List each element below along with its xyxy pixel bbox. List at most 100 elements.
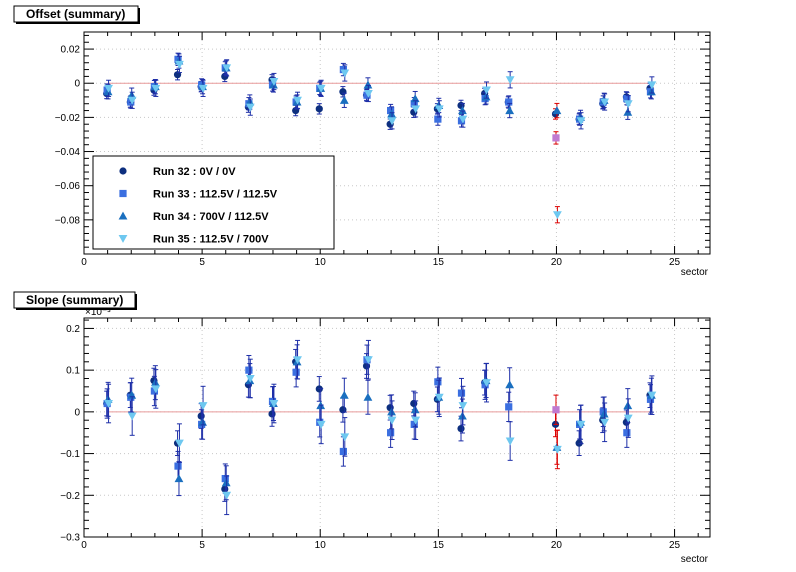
data-point <box>646 395 655 403</box>
legend-entry: Run 35 : 112.5V / 700V <box>153 234 269 246</box>
series-3 <box>103 53 656 126</box>
data-point <box>576 117 586 126</box>
data-point <box>482 86 491 95</box>
data-point <box>222 491 232 500</box>
data-point <box>269 399 279 408</box>
x-tick-label: 25 <box>669 540 681 551</box>
data-point <box>104 399 113 408</box>
data-point <box>482 379 491 388</box>
data-point <box>387 416 397 425</box>
chart-title: Offset (summary) <box>26 7 125 21</box>
legend-entry: Run 32 : 0V / 0V <box>153 166 236 178</box>
data-point <box>600 98 610 107</box>
x-tick-label: 0 <box>81 257 87 268</box>
y-tick-label: −0.2 <box>60 491 80 502</box>
x-tick-label: 25 <box>669 257 681 268</box>
grid <box>84 318 710 537</box>
data-point <box>127 96 137 105</box>
y-tick-label: −0.08 <box>55 215 81 226</box>
ticks <box>83 318 710 538</box>
data-point <box>457 424 465 433</box>
data-point <box>175 60 184 69</box>
series-2 <box>103 52 655 145</box>
data-point <box>434 105 444 114</box>
data-point <box>315 105 323 113</box>
legend-entry: Run 34 : 700V / 112.5V <box>153 211 269 223</box>
data-point <box>623 95 631 103</box>
data-point <box>623 429 631 437</box>
plot-frame <box>83 31 711 255</box>
series-4 <box>104 339 657 516</box>
title-box <box>13 5 139 23</box>
data-point <box>363 80 373 89</box>
data-point <box>339 88 347 96</box>
data-point <box>387 429 395 437</box>
data-point <box>340 69 350 78</box>
data-point <box>647 81 657 90</box>
data-point <box>364 356 373 365</box>
x-tick-label: 15 <box>433 540 445 551</box>
data-point <box>127 412 137 421</box>
x-tick-label: 15 <box>433 257 445 268</box>
data-point <box>293 96 302 105</box>
y-tick-label: −0.1 <box>60 449 80 460</box>
data-point <box>363 392 373 401</box>
x-axis-label: sector <box>681 554 709 565</box>
slope-panel: 0 5 10 15 20 25 0.2 0.1 0 −0.1 −0.2 −0.3 ×10⁻³ sector… <box>13 291 711 565</box>
series-1 <box>103 69 654 130</box>
data-point <box>457 101 465 110</box>
data-point <box>505 76 515 85</box>
data-point <box>552 211 562 220</box>
data-point <box>316 84 326 93</box>
plot-frame <box>83 317 711 538</box>
data-point <box>623 414 633 423</box>
x-tick-label: 5 <box>199 257 205 268</box>
data-point <box>457 389 466 397</box>
data-point <box>505 380 515 389</box>
legend-marker <box>118 211 128 220</box>
data-point <box>269 78 279 86</box>
data-point <box>600 418 610 427</box>
data-point <box>150 387 158 395</box>
data-point <box>151 385 161 394</box>
series-1 <box>103 348 654 502</box>
y-tick-label: −0.06 <box>55 181 81 192</box>
data-point <box>222 64 232 73</box>
legend-marker <box>119 189 127 198</box>
y-tick-label: 0.2 <box>66 324 80 335</box>
data-point <box>552 406 560 414</box>
data-point <box>458 402 468 410</box>
data-point <box>245 103 255 112</box>
legend-box <box>92 155 335 250</box>
data-point <box>505 437 515 446</box>
data-point <box>576 420 586 429</box>
legend: Run 32 : 0V / 0V Run 33 : 112.5V / 112.5V… <box>92 155 335 250</box>
x-tick-label: 10 <box>315 257 327 268</box>
x-tick-label: 20 <box>551 540 563 551</box>
data-point <box>387 117 397 126</box>
legend-marker <box>119 167 127 175</box>
data-point <box>387 106 395 115</box>
series-3 <box>103 344 656 501</box>
data-point <box>552 134 560 142</box>
data-point <box>647 391 657 400</box>
x-tick-label: 10 <box>315 540 327 551</box>
x-tick-label: 0 <box>81 540 87 551</box>
data-point <box>411 105 421 114</box>
data-point <box>221 475 229 483</box>
data-point <box>245 374 255 383</box>
data-point <box>293 356 302 365</box>
data-point <box>174 474 184 483</box>
data-point <box>505 106 515 115</box>
y-tick-label: −0.04 <box>55 147 81 158</box>
data-point <box>245 366 253 374</box>
data-point <box>434 378 442 386</box>
data-point <box>505 98 513 106</box>
data-point <box>339 390 349 399</box>
ticks <box>83 32 710 255</box>
x-tick-label: 20 <box>551 257 563 268</box>
legend-entry: Run 33 : 112.5V / 112.5V <box>153 189 278 201</box>
series-4 <box>104 55 657 224</box>
data-point <box>198 84 208 93</box>
